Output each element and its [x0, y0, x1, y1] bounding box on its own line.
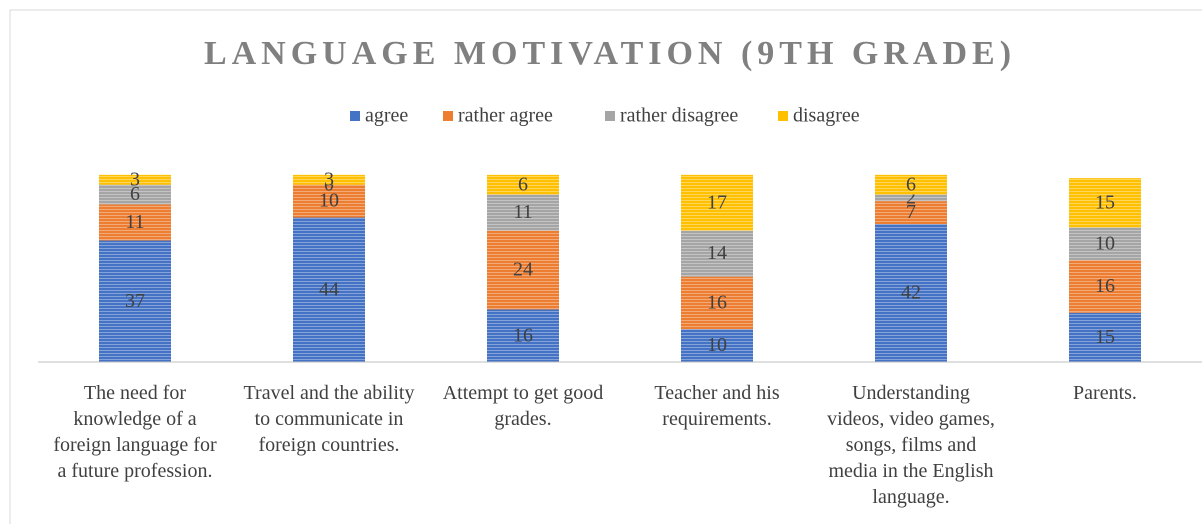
chart-border — [9, 9, 1202, 524]
bar-segment — [487, 174, 559, 195]
legend-swatch — [778, 111, 788, 121]
data-label: 6 — [518, 173, 528, 195]
x-tick-label: Understanding videos, video games, songs… — [827, 382, 995, 508]
bar-segment — [99, 184, 171, 205]
bar-segment — [681, 329, 753, 362]
bar-segment — [681, 174, 753, 231]
data-label: 10 — [1095, 232, 1115, 254]
bar-segment — [875, 174, 947, 195]
bar-segment — [875, 201, 947, 225]
legend-swatch — [350, 111, 360, 121]
bar-segment — [99, 204, 171, 241]
data-label: 6 — [906, 173, 916, 195]
bar-segment — [1069, 227, 1141, 261]
data-label: 15 — [1095, 191, 1115, 213]
data-label: 2 — [906, 186, 916, 208]
legend-label: disagree — [793, 105, 860, 127]
bar-segment — [293, 217, 365, 362]
data-label: 10 — [707, 334, 727, 356]
data-label: 11 — [513, 201, 532, 223]
data-label: 16 — [1095, 275, 1115, 297]
bar-segment — [1069, 178, 1141, 228]
data-label: 3 — [130, 168, 140, 190]
data-label: 24 — [513, 259, 533, 281]
data-label: 14 — [707, 242, 727, 264]
data-label: 6 — [130, 183, 140, 205]
data-label: 17 — [707, 191, 727, 213]
data-label: 15 — [1095, 326, 1115, 348]
bar-segment — [681, 230, 753, 277]
bar-segment — [875, 194, 947, 202]
data-label: 10 — [319, 190, 339, 212]
data-label: 16 — [513, 324, 533, 346]
bar-segment — [293, 174, 365, 185]
data-label: 42 — [901, 282, 921, 304]
bar-segment — [99, 240, 171, 362]
legend-swatch — [605, 111, 615, 121]
legend-label: agree — [365, 105, 408, 127]
plot: 3711634410031624116101614174272615161015 — [38, 168, 1202, 363]
bar-segment — [875, 224, 947, 362]
x-tick-label: The need for knowledge of a foreign lang… — [53, 382, 217, 482]
data-label: 7 — [906, 201, 916, 223]
data-label: 37 — [125, 290, 145, 312]
x-tick-label: Travel and the ability to communicate in… — [243, 382, 415, 456]
x-tick-label: Attempt to get good grades. — [442, 382, 604, 430]
x-tick-label: Teacher and his requirements. — [654, 382, 780, 430]
legend: agree rather agree rather disagree disagree — [350, 105, 860, 127]
legend-swatch — [443, 111, 453, 121]
legend-label: rather agree — [458, 105, 553, 127]
data-label: 3 — [324, 168, 334, 190]
chart-title: LANGUAGE MOTIVATION (9TH GRADE) — [204, 35, 1016, 72]
legend-label: rather disagree — [620, 105, 738, 127]
bar-segment — [487, 230, 559, 310]
bar-segment — [1069, 260, 1141, 313]
bar-segment — [487, 194, 559, 231]
bar-segment — [487, 309, 559, 362]
data-label: 44 — [319, 278, 339, 300]
bar-segment — [99, 174, 171, 185]
bar-segment — [1069, 312, 1141, 362]
data-label: 11 — [125, 211, 144, 233]
data-label: 16 — [707, 291, 727, 313]
bar-segment — [293, 184, 365, 218]
bar-segment — [681, 276, 753, 330]
x-tick-label: Parents. — [1073, 382, 1137, 404]
